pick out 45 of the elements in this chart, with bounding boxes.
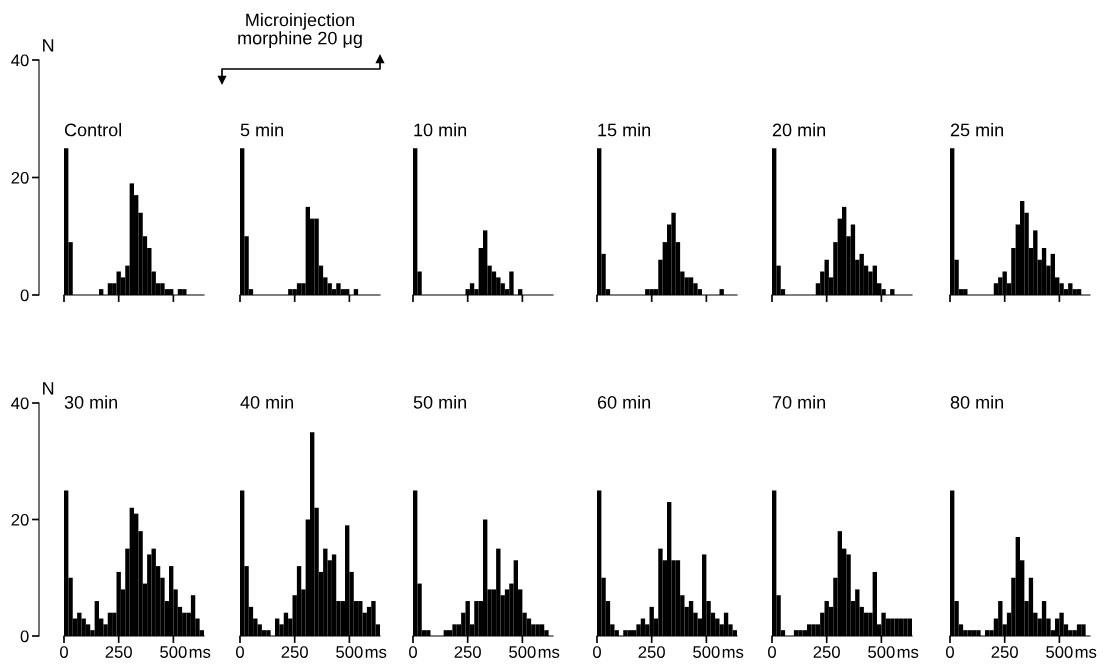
y-tick-label: 0 bbox=[20, 630, 29, 643]
x-axis-title: ms bbox=[1075, 648, 1097, 658]
x-axis-title: ms bbox=[897, 648, 919, 658]
y-tick-label: 0 bbox=[20, 289, 29, 302]
text: 15 min bbox=[598, 123, 651, 137]
x-tick-label: 0 bbox=[593, 646, 601, 658]
y-tick-label: 20 bbox=[11, 513, 29, 526]
x-tick-label: 0 bbox=[768, 646, 776, 658]
y-axis-title: N bbox=[43, 382, 54, 395]
text: 20 min bbox=[772, 123, 826, 137]
y-tick-label: 40 bbox=[11, 397, 29, 410]
chart-title: 80 min bbox=[950, 395, 1004, 409]
chart-title: 60 min bbox=[597, 395, 651, 409]
x-tick-label: 250 bbox=[638, 646, 665, 658]
x-tick-label: 250 bbox=[991, 646, 1018, 658]
y-axis-title: N bbox=[43, 39, 54, 52]
x-tick-label: 500 bbox=[868, 646, 895, 658]
x-tick-label: 500 bbox=[509, 646, 536, 658]
x-axis-title: ms bbox=[365, 648, 387, 658]
x-axis-title: ms bbox=[538, 648, 560, 658]
chart-title: 50 min bbox=[413, 395, 467, 409]
x-tick-label: 250 bbox=[105, 646, 132, 658]
x-tick-label: 500 bbox=[693, 646, 720, 658]
chart-title: 30 min bbox=[64, 395, 118, 409]
x-axis-title: ms bbox=[722, 648, 744, 658]
x-tick-label: 250 bbox=[281, 646, 308, 658]
x-tick-label: 0 bbox=[236, 646, 244, 658]
x-tick-label: 500 bbox=[336, 646, 363, 658]
x-tick-label: 0 bbox=[60, 646, 68, 658]
x-tick-label: 500 bbox=[160, 646, 187, 658]
x-tick-label: 0 bbox=[409, 646, 417, 658]
y-tick-label: 40 bbox=[11, 54, 29, 67]
x-tick-label: 250 bbox=[454, 646, 481, 658]
text: Control bbox=[64, 123, 121, 137]
chart-title: 40 min bbox=[240, 395, 294, 409]
text: 10 min bbox=[414, 123, 467, 137]
x-tick-label: 250 bbox=[813, 646, 840, 658]
chart-title: 70 min bbox=[772, 395, 826, 409]
x-tick-label: 500 bbox=[1046, 646, 1073, 658]
text: 5 min bbox=[240, 123, 283, 137]
text: Microinjection morphine 20 μg bbox=[238, 13, 362, 48]
x-tick-label: 0 bbox=[946, 646, 954, 658]
text: 25 min bbox=[950, 123, 1004, 137]
x-axis-title: ms bbox=[189, 648, 211, 658]
y-tick-label: 20 bbox=[11, 171, 29, 184]
